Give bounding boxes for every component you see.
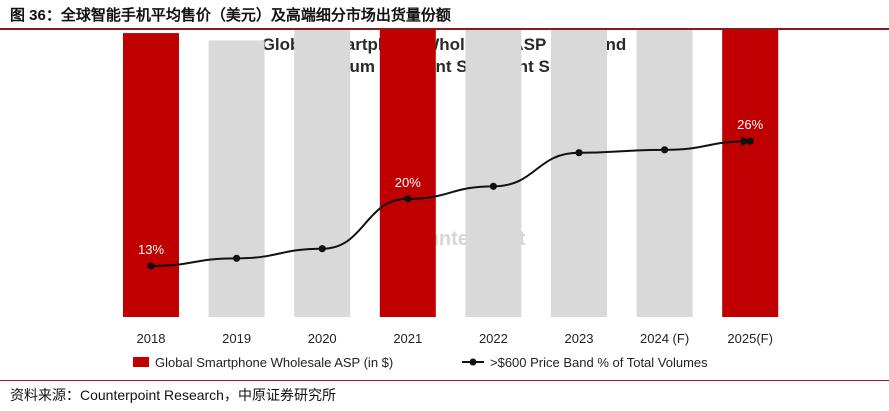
- legend-bar-label: Global Smartphone Wholesale ASP (in $): [155, 355, 393, 370]
- x-tick-label: 2020: [308, 331, 337, 346]
- premium-share-line: [150, 140, 751, 267]
- asp-bar-2019: [208, 40, 265, 318]
- x-tick-label: 2021: [393, 331, 422, 346]
- premium-share-label: 13%: [138, 242, 164, 257]
- legend-bar-swatch: [133, 357, 149, 367]
- premium-share-point: [489, 182, 497, 190]
- bottom-divider: [0, 380, 889, 381]
- asp-premium-share-chart: Global Smartphone Wholesale ASP (in $) a…: [123, 30, 779, 370]
- legend-line-marker: [469, 358, 477, 366]
- x-tick-label: 2019: [222, 331, 251, 346]
- premium-share-point: [147, 262, 155, 270]
- bar-series: $273$322$385: [123, 30, 779, 318]
- asp-bar-2023: [551, 30, 607, 317]
- source-note: 资料来源：Counterpoint Research，中原证券研究所: [10, 387, 336, 403]
- chart-title-line-1: Global Smartphone Wholesale ASP (in $) a…: [262, 35, 627, 54]
- premium-share-label: 26%: [737, 117, 763, 132]
- x-tick-label: 2024 (F): [640, 331, 689, 346]
- asp-bar-2024f: [636, 30, 693, 317]
- premium-share-label: 20%: [395, 175, 421, 190]
- line-arrowhead: [741, 136, 752, 147]
- x-axis-ticks: 2018 2019 2020 2021 2022 2023 2024 (F) 2025(F): [137, 331, 773, 346]
- asp-bar-2022: [465, 30, 522, 318]
- asp-bar-2021: [379, 30, 436, 317]
- asp-bar-2020: [294, 30, 351, 317]
- legend: Global Smartphone Wholesale ASP (in $) >…: [133, 355, 708, 370]
- premium-share-point: [318, 245, 326, 253]
- top-divider: [0, 28, 889, 30]
- asp-bar-2025f: [722, 30, 779, 317]
- premium-share-point: [575, 149, 583, 157]
- legend-line-label: >$600 Price Band % of Total Volumes: [490, 355, 708, 370]
- premium-share-point: [404, 195, 412, 203]
- figure-title: 图 36：全球智能手机平均售价（美元）及高端细分市场出货量份额: [10, 7, 451, 24]
- line-series: 13% 20% 26%: [138, 117, 764, 270]
- x-tick-label: 2022: [479, 331, 508, 346]
- asp-bar-2018: [123, 33, 179, 317]
- x-tick-label: 2018: [137, 331, 166, 346]
- premium-share-point: [661, 146, 669, 154]
- premium-share-point: [233, 254, 241, 262]
- x-tick-label: 2025(F): [727, 331, 773, 346]
- x-tick-label: 2023: [565, 331, 594, 346]
